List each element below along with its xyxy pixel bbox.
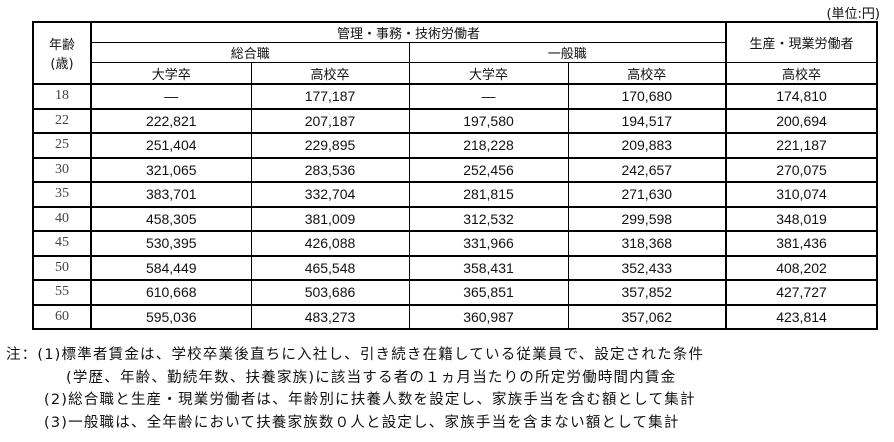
general-high-cell: 177,187 [250,83,410,109]
age-cell: 40 [32,205,92,232]
clerical-univ-cell: 360,987 [408,303,569,330]
production-high-cell: 310,074 [725,181,878,207]
table-row: 40 458,305 381,009 312,532 299,598 348,019 [32,205,878,232]
general-univ-cell: 321,065 [90,156,252,183]
clerical-high-cell: 352,433 [567,254,728,281]
production-high-cell: 270,075 [725,156,878,183]
general-high-cell: 465,548 [250,254,410,281]
clerical-high-cell: 209,883 [567,132,728,158]
col-production-high: 高校卒 [725,62,878,85]
general-high-cell: 332,704 [250,181,410,207]
general-univ-cell: 222,821 [90,107,252,134]
note-1: 注：(1)標準者賃金は、学校卒業後直ちに入社し、引き続き在籍している従業員で、設… [6,347,705,363]
clerical-high-cell: 357,852 [567,279,728,305]
age-cell: 22 [32,107,92,134]
general-univ-cell: 595,036 [90,303,252,330]
general-high-cell: 381,009 [250,205,410,232]
production-high-cell: 427,727 [725,279,878,305]
table-row: 55 610,668 503,686 365,851 357,852 427,727 [32,279,878,305]
clerical-univ-cell: 312,532 [408,205,569,232]
general-high-cell: 483,273 [250,303,410,330]
general-univ-cell: 251,404 [90,132,252,158]
clerical-univ-cell: 218,228 [408,132,569,158]
clerical-univ-cell: 358,431 [408,254,569,281]
note-2: (2)総合職と生産・現業労働者は、年齢別に扶養人数を設定し、家族手当を含む額とし… [44,392,696,408]
table-row: 30 321,065 283,536 252,456 242,657 270,075 [32,156,878,183]
general-univ-cell: 584,449 [90,254,252,281]
clerical-high-cell: 357,062 [567,303,728,330]
age-cell: 18 [32,83,92,109]
general-high-cell: 207,187 [250,107,410,134]
age-cell: 55 [32,279,92,305]
clerical-univ-cell: — [408,83,569,109]
clerical-high-cell: 242,657 [567,156,728,183]
table-row: 50 584,449 465,548 358,431 352,433 408,202 [32,254,878,281]
table-row: 25 251,404 229,895 218,228 209,883 221,187 [32,132,878,158]
standard-wage-table: 年齢 (歳) 管理・事務・技術労働者 生産・現業労働者 総合職 一般職 大学卒 高… [32,21,879,330]
general-high-cell: 426,088 [250,230,410,256]
notes: 注：(1)標準者賃金は、学校卒業後直ちに入社し、引き続き在籍している従業員で、設… [6,344,704,434]
general-high-cell: 229,895 [250,132,410,158]
general-univ-cell: 383,701 [90,181,252,207]
clerical-high-cell: 318,368 [567,230,728,256]
col-clerical-high: 高校卒 [567,62,728,85]
general-univ-cell: 458,305 [90,205,252,232]
col-general-univ: 大学卒 [90,62,252,85]
admin-group-header: 管理・事務・技術労働者 [90,21,728,43]
production-high-cell: 200,694 [725,107,878,134]
production-high-cell: 174,810 [725,83,878,109]
table-row: 60 595,036 483,273 360,987 357,062 423,814 [32,303,878,330]
production-group-header: 生産・現業労働者 [725,21,878,63]
clerical-univ-cell: 197,580 [408,107,569,134]
age-cell: 45 [32,230,92,256]
age-header: 年齢 (歳) [32,21,92,85]
note-1-cont: (学歴、年齢、勤続年数、扶養家族)に該当する者の１ヵ月当たりの所定労働時間内賃金 [66,369,677,386]
table-row: 18—177,187—170,680 174,810 [32,83,878,109]
general-track-header: 総合職 [90,42,410,63]
general-high-cell: 283,536 [250,156,410,183]
age-cell: 25 [32,132,92,158]
col-clerical-univ: 大学卒 [408,62,569,85]
age-cell: 50 [32,254,92,281]
table-row: 22 222,821 207,187 197,580 194,517 200,694 [32,107,878,134]
production-high-cell: 348,019 [725,205,878,232]
production-high-cell: 423,814 [725,303,878,330]
clerical-univ-cell: 252,456 [408,156,569,183]
production-high-cell: 221,187 [725,132,878,158]
general-univ-cell: 530,395 [90,230,252,256]
clerical-high-cell: 194,517 [567,107,728,134]
col-general-high: 高校卒 [250,62,410,85]
clerical-univ-cell: 281,815 [408,181,569,207]
production-high-cell: 381,436 [725,230,878,256]
table-row: 35 383,701 332,704 281,815 271,630 310,074 [32,181,878,207]
general-univ-cell: 610,668 [90,279,252,305]
age-cell: 35 [32,181,92,207]
general-high-cell: 503,686 [250,279,410,305]
clerical-track-header: 一般職 [408,42,728,63]
clerical-high-cell: 170,680 [567,83,728,109]
unit-label: (単位:円) [826,7,880,22]
clerical-high-cell: 299,598 [567,205,728,232]
clerical-high-cell: 271,630 [567,181,728,207]
age-cell: 60 [32,303,92,330]
note-3: (3)一般職は、全年齢において扶養家族数０人と設定し、家族手当を含まない額として… [44,414,680,431]
table-row: 45 530,395 426,088 331,966 318,368 381,436 [32,230,878,256]
general-univ-cell: — [90,83,252,109]
age-cell: 30 [32,156,92,183]
clerical-univ-cell: 365,851 [408,279,569,305]
production-high-cell: 408,202 [725,254,878,281]
clerical-univ-cell: 331,966 [408,230,569,256]
